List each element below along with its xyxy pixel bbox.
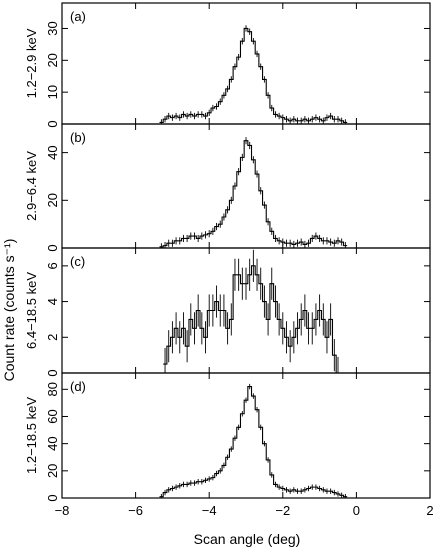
y-tick-label: 60 bbox=[45, 409, 60, 423]
y-tick-label: 80 bbox=[45, 382, 60, 396]
y-tick-label: 2 bbox=[45, 334, 60, 341]
y-tick-label: 6 bbox=[45, 262, 60, 269]
y-tick-label: 40 bbox=[45, 145, 60, 159]
x-axis: −8 −6 −4 −2 0 2 bbox=[55, 503, 434, 518]
y-tick-label: 10 bbox=[45, 85, 60, 99]
panel-letter: (d) bbox=[70, 379, 86, 394]
x-tick-label: −6 bbox=[128, 503, 143, 518]
x-tick-label: 2 bbox=[426, 503, 433, 518]
panel-frame bbox=[61, 372, 431, 499]
y-tick-label: 0 bbox=[45, 369, 60, 376]
x-axis-title: Scan angle (deg) bbox=[194, 531, 301, 547]
panel-letter: (b) bbox=[70, 130, 86, 145]
y-tick-label: 20 bbox=[45, 464, 60, 478]
y-tick-label: 0 bbox=[45, 120, 60, 127]
panel-d: 0 20 40 60 80 (d) 1.2−18.5 keV bbox=[24, 372, 431, 502]
y-tick-label: 30 bbox=[45, 21, 60, 35]
panel-letter: (a) bbox=[70, 9, 86, 24]
series-line bbox=[159, 386, 348, 498]
panel-frame bbox=[61, 2, 431, 125]
panel-letter: (c) bbox=[70, 254, 85, 269]
y-tick-label: 20 bbox=[45, 53, 60, 67]
panel-b: 0 20 40 (b) 2.9−6.4 keV bbox=[24, 123, 431, 252]
series-line bbox=[159, 27, 348, 123]
y-tick-label: 0 bbox=[45, 494, 60, 501]
band-label: 2.9−6.4 keV bbox=[24, 151, 39, 221]
y-tick-label: 0 bbox=[45, 244, 60, 251]
x-tick-label: −4 bbox=[202, 503, 217, 518]
x-tick-label: −2 bbox=[275, 503, 290, 518]
panel-a: 0 10 20 30 (a) 1.2−2.9 keV bbox=[24, 2, 431, 128]
band-label: 6.4−18.5 keV bbox=[24, 272, 39, 349]
y-tick-label: 4 bbox=[45, 298, 60, 305]
x-tick-label: −8 bbox=[55, 503, 70, 518]
series-line bbox=[159, 140, 348, 248]
band-label: 1.2−2.9 keV bbox=[24, 28, 39, 98]
y-tick-label: 40 bbox=[45, 436, 60, 450]
panel-c: 0 2 4 6 (c) 6.4−18.5 keV bbox=[24, 247, 431, 377]
band-label: 1.2−18.5 keV bbox=[24, 397, 39, 474]
y-axis-title: Count rate (counts s⁻¹) bbox=[1, 239, 17, 382]
panel-frame bbox=[61, 247, 431, 374]
series-line bbox=[163, 265, 340, 374]
x-tick-label: 0 bbox=[353, 503, 360, 518]
y-tick-label: 20 bbox=[45, 193, 60, 207]
